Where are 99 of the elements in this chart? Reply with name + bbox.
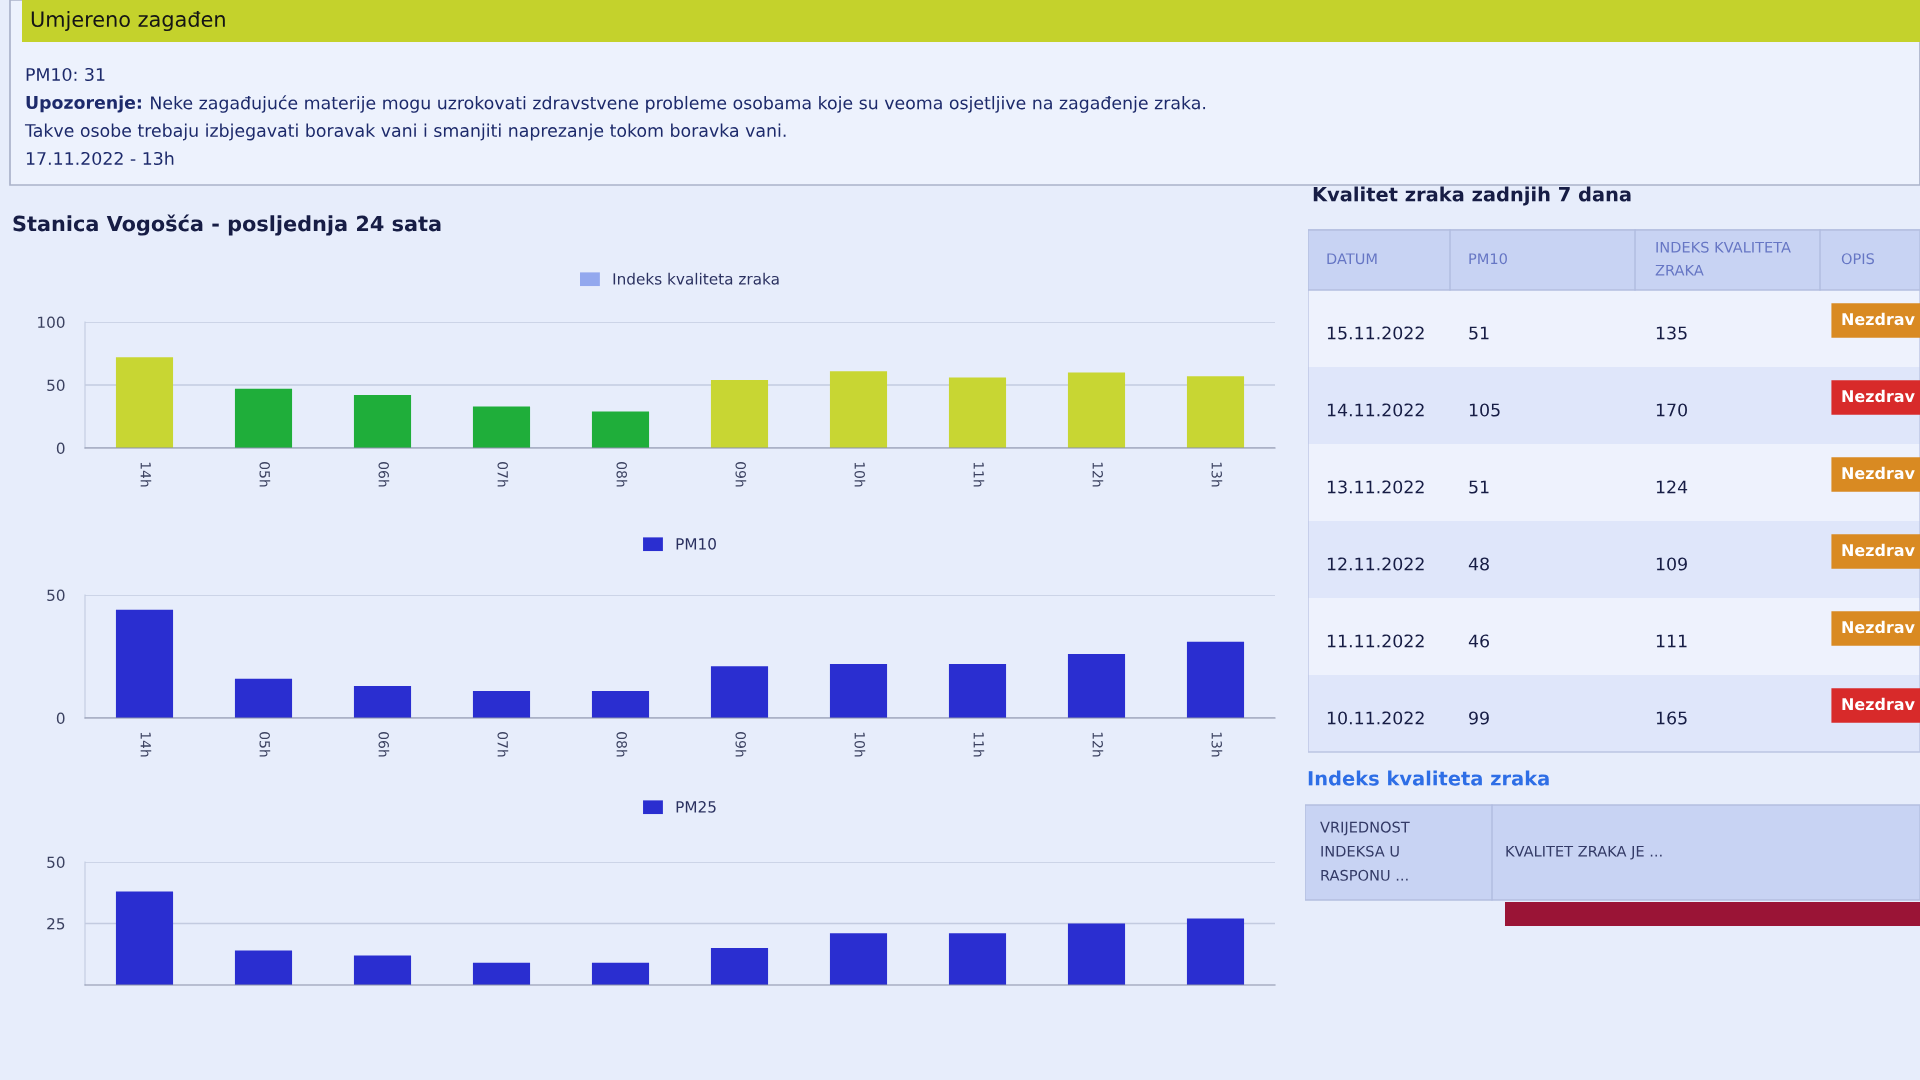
text: 170	[1656, 403, 1687, 417]
bar	[948, 663, 1007, 718]
text: 111	[1656, 634, 1687, 648]
x-tick-label: 14h	[140, 462, 152, 487]
x-tick-label: 13h	[1211, 732, 1223, 757]
bar	[115, 891, 174, 985]
x-tick-label: INDEKS KVALITETA ZRAKA	[1655, 241, 1791, 276]
bar	[353, 686, 412, 718]
x-tick-label: 08h	[616, 732, 628, 757]
chart-title: Kvalitet zraka zadnjih 7 dana	[1313, 186, 1631, 206]
y-tick-label: 50	[47, 379, 65, 392]
text: Nezdrav	[1842, 389, 1915, 403]
bar	[1186, 918, 1245, 985]
x-tick-label: 09h	[735, 462, 747, 487]
text: 105	[1469, 403, 1500, 417]
bar	[591, 962, 650, 985]
category-label: VRIJEDNOST INDEKSA U RASPONU ...	[1320, 821, 1410, 881]
bar	[353, 955, 412, 985]
x-tick-label: OPIS	[1841, 253, 1875, 265]
bar	[829, 933, 888, 985]
x-tick-label: 10h	[854, 732, 866, 757]
bar	[115, 357, 174, 448]
bar	[948, 933, 1007, 985]
text: 17.11.2022 - 13h	[26, 151, 174, 166]
y-tick-label: 10.11.2022	[1327, 711, 1424, 725]
bar	[234, 678, 293, 718]
text: Indeks kvaliteta zraka	[613, 272, 779, 285]
text: 51	[1469, 326, 1489, 340]
text: Nezdrav	[1842, 620, 1915, 634]
text: Indeks kvaliteta zraka	[1308, 770, 1549, 786]
x-tick-label: 09h	[735, 732, 747, 757]
text: 109	[1656, 557, 1687, 571]
x-tick-label: 10h	[854, 462, 866, 487]
y-tick-label: 12.11.2022	[1327, 557, 1424, 571]
bar	[1067, 654, 1126, 718]
bar	[710, 666, 769, 718]
text: 135	[1656, 326, 1687, 340]
bar	[1186, 376, 1245, 448]
bar	[353, 395, 412, 448]
text: Umjereno zagađen	[31, 10, 225, 32]
category-label: KVALITET ZRAKA JE ...	[1506, 845, 1662, 860]
text: 165	[1656, 711, 1687, 725]
bar	[1067, 923, 1126, 985]
bar	[1186, 641, 1245, 718]
text: 99	[1469, 711, 1489, 725]
x-tick-label: 11h	[973, 732, 985, 757]
x-tick-label: 13h	[1211, 462, 1223, 487]
bar	[591, 411, 650, 448]
bar	[829, 371, 888, 448]
bar	[710, 948, 769, 985]
text: Neke zagađujuće materije mogu uzrokovati zdravstvene probleme osobama koje su veoma osjetljive na zagađenje zraka.	[151, 95, 1206, 113]
text: Upozorenje:	[26, 95, 141, 113]
text: Takve osobe trebaju izbjegavati boravak vani i smanjiti naprezanje tokom boravka vani.	[24, 123, 786, 141]
x-tick-label: 07h	[497, 732, 509, 757]
bar	[710, 379, 769, 448]
y-tick-label: 15.11.2022	[1327, 326, 1424, 340]
x-tick-label: 12h	[1092, 732, 1104, 757]
legend-label: PM10	[676, 538, 716, 550]
text: 46	[1468, 634, 1489, 648]
y-tick-label: 13.11.2022	[1327, 480, 1424, 494]
bar	[591, 690, 650, 718]
bar	[472, 690, 531, 718]
x-tick-label: 08h	[616, 462, 628, 487]
bar	[234, 950, 293, 985]
bar	[948, 377, 1007, 448]
bar	[234, 388, 293, 448]
x-tick-label: PM10	[1469, 253, 1507, 265]
x-tick-label: 06h	[378, 462, 390, 487]
y-tick-label: 50	[47, 589, 65, 602]
y-tick-label: 14.11.2022	[1327, 403, 1424, 417]
y-tick-label: 11.11.2022	[1327, 634, 1424, 648]
text: PM10: 31	[26, 67, 105, 82]
y-tick-label: 25	[47, 917, 65, 930]
bar	[1067, 372, 1126, 448]
x-tick-label: 12h	[1092, 462, 1104, 487]
y-tick-label: 100	[38, 316, 65, 329]
x-tick-label: 11h	[973, 462, 985, 487]
chart-title: Stanica Vogošća - posljednja 24 sata	[13, 214, 441, 236]
text: 51	[1469, 480, 1489, 494]
text: Nezdrav	[1842, 697, 1915, 711]
x-tick-label: 05h	[259, 462, 271, 487]
y-tick-label: 0	[56, 442, 65, 455]
x-tick-label: 05h	[259, 732, 271, 757]
text: 124	[1656, 480, 1688, 494]
text: Nezdrav	[1842, 466, 1915, 480]
x-tick-label: 07h	[497, 462, 509, 487]
text: 48	[1468, 557, 1489, 571]
text: Nezdrav	[1842, 312, 1915, 326]
legend-label: PM25	[676, 801, 716, 813]
y-tick-label: 50	[47, 856, 65, 869]
y-tick-label: 0	[56, 712, 65, 725]
text: Nezdrav	[1842, 543, 1915, 557]
x-tick-label: 06h	[378, 732, 390, 757]
bar	[472, 406, 531, 448]
bar	[829, 663, 888, 718]
y-axis-title: DATUM	[1327, 253, 1377, 265]
bar	[115, 609, 174, 718]
bar	[472, 962, 531, 985]
x-tick-label: 14h	[140, 732, 152, 757]
